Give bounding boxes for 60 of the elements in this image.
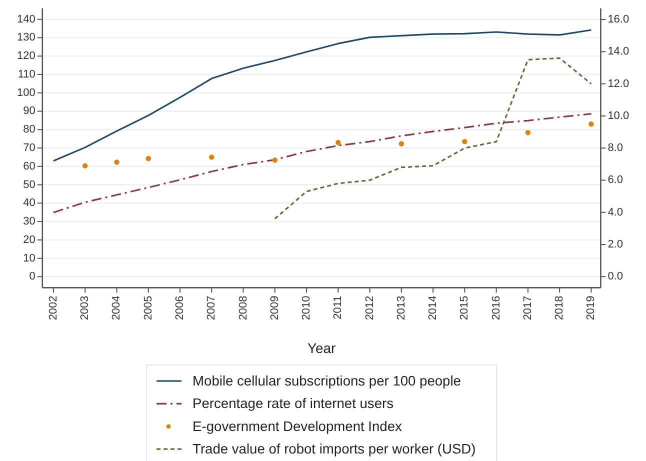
y-tick-label: 10 — [23, 252, 36, 264]
point — [336, 140, 341, 146]
y2-tick-label: 10.0 — [608, 110, 630, 122]
point — [114, 160, 120, 165]
x-tick-label: 2007 — [206, 296, 218, 320]
y2-tick-label: 2.0 — [608, 238, 623, 250]
y-tick-label: 70 — [23, 142, 36, 154]
y2-tick-label: 6.0 — [608, 174, 623, 186]
y-tick-label: 130 — [17, 32, 36, 44]
legend-label: Percentage rate of internet users — [192, 396, 394, 412]
x-tick-label: 2004 — [110, 296, 123, 320]
y-tick-label: 50 — [23, 178, 36, 191]
line-series — [52, 113, 592, 214]
x-tick-label: 2005 — [142, 296, 154, 320]
y-tick-label: 120 — [17, 50, 36, 62]
y-tick-label: 90 — [23, 105, 36, 118]
y-tick-label: 40 — [23, 197, 36, 210]
y2-tick-label: 12.0 — [608, 78, 630, 90]
x-axis-title: Year — [307, 340, 336, 356]
y2-tick-label: 8.0 — [608, 142, 623, 154]
x-tick-label: 2019 — [585, 296, 598, 320]
point — [588, 122, 594, 127]
x-tick-label: 2013 — [395, 296, 408, 320]
x-tick-label: 2009 — [268, 296, 281, 320]
line-series — [52, 29, 592, 162]
y2-tick-label: 0.0 — [608, 270, 623, 283]
point — [398, 141, 404, 146]
x-tick-label: 2014 — [427, 296, 440, 320]
x-tick-label: 2006 — [174, 296, 186, 320]
y-tick-label: 80 — [23, 124, 36, 136]
x-tick-label: 2008 — [237, 296, 250, 320]
legend-label: Mobile cellular subscriptions per 100 people — [192, 374, 462, 388]
y2-tick-label: 16.0 — [608, 14, 630, 26]
y-tick-label: 60 — [23, 160, 36, 172]
y2-tick-label: 4.0 — [608, 206, 623, 218]
point — [525, 130, 531, 136]
line-series — [274, 57, 592, 220]
point — [462, 138, 468, 144]
x-tick-label: 2017 — [522, 296, 534, 320]
x-tick-label: 2012 — [364, 296, 376, 320]
x-tick-label: 2011 — [332, 296, 344, 320]
point — [146, 156, 151, 162]
y2-tick-label: 14.0 — [608, 46, 630, 58]
y-tick-label: 30 — [23, 216, 36, 228]
point — [82, 163, 88, 168]
point — [209, 154, 214, 160]
x-tick-label: 2018 — [554, 296, 566, 320]
y-tick-label: 20 — [23, 234, 36, 246]
x-tick-label: 2015 — [458, 296, 471, 320]
x-tick-label: 2003 — [79, 296, 92, 320]
x-tick-label: 2010 — [300, 296, 313, 320]
point — [272, 158, 278, 163]
x-tick-label: 2002 — [47, 296, 60, 320]
y-tick-label: 100 — [17, 86, 36, 99]
x-tick-label: 2016 — [490, 296, 502, 320]
legend-label: E-government Development Index — [192, 418, 402, 434]
legend-label: Trade value of robot imports per worker (USD) — [192, 442, 476, 457]
y-tick-label: 0 — [29, 270, 36, 283]
y-tick-label: 140 — [17, 13, 36, 26]
y-tick-label: 110 — [18, 68, 36, 80]
